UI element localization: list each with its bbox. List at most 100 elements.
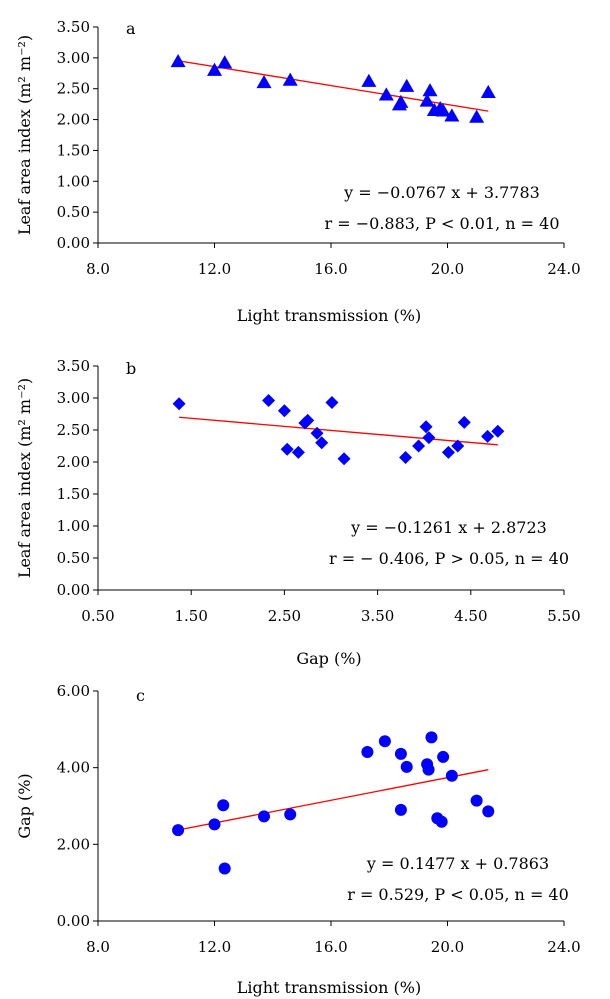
panel-b-data-point <box>337 452 351 466</box>
panel-b-data-point <box>262 394 276 408</box>
panel-b-regression-line <box>179 416 498 446</box>
panel-c-data-point <box>208 818 221 831</box>
panel-a-data-point <box>282 72 298 86</box>
panel-c-regression-line <box>177 769 489 831</box>
panel-b-y-axis-title: Leaf area index (m² m⁻²) <box>15 378 34 578</box>
panel-c-x-tick-label: 24.0 <box>547 938 580 956</box>
panel-b-y-tick-label: 3.00 <box>57 389 90 407</box>
panel-c-data-point <box>422 763 435 776</box>
panel-a-points <box>170 54 496 123</box>
panel-a-data-point <box>378 87 394 101</box>
panel-a-data-point <box>444 108 460 122</box>
panel-a-data-point <box>256 75 272 89</box>
panel-a-y-tick-label: 1.00 <box>57 172 90 190</box>
panel-b-y-tick-label: 1.50 <box>57 485 90 503</box>
panel-c-data-point <box>361 745 374 758</box>
panel-b-data-point <box>412 439 426 453</box>
panel-c-stats: r = 0.529, P < 0.05, n = 40 <box>347 885 569 904</box>
panel-a-y-tick-label: 3.50 <box>57 18 90 36</box>
panel-a-data-point <box>435 103 451 117</box>
panel-a-y-tick-label: 0.00 <box>57 234 90 252</box>
panel-a-data-point <box>361 73 377 87</box>
panel-c-y-axis-title: Gap (%) <box>15 773 34 838</box>
panel-a-chart: 0.00 0.50 1.00 1.50 2.00 2.50 3.00 3.50 8.0 12.0 1… <box>15 18 581 325</box>
panel-b-x-axis-title: Gap (%) <box>296 649 361 668</box>
panel-a-data-point <box>399 78 415 92</box>
panel-b-x-tick-label: 4.50 <box>454 607 487 625</box>
panel-a-data-point <box>217 55 233 69</box>
panel-b-data-point <box>280 442 294 456</box>
panel-b-y-tick-label: 0.00 <box>57 581 90 599</box>
panel-b-points <box>172 394 505 466</box>
panel-b-chart: 0.00 0.50 1.00 1.50 2.00 2.50 3.00 3.50 0.50 1.50… <box>15 357 581 668</box>
panel-c-data-point <box>470 794 483 807</box>
panel-b-y-tick-label: 0.50 <box>57 549 90 567</box>
panel-c-x-tick-label: 8.0 <box>86 938 110 956</box>
panel-b-data-point <box>451 439 465 453</box>
panel-b-data-point <box>301 413 315 427</box>
panel-a-x-tick-label: 8.0 <box>86 260 110 278</box>
panel-a-x-tick-label: 16.0 <box>314 260 347 278</box>
panel-a-data-point <box>469 109 485 123</box>
panel-b-x-tick-label: 3.50 <box>361 607 394 625</box>
panel-b-y-tick-label: 2.50 <box>57 421 90 439</box>
panel-b-data-point <box>172 397 186 411</box>
panel-a-label: a <box>126 19 136 38</box>
panel-a-x-tick-label: 20.0 <box>431 260 464 278</box>
panel-b-data-point <box>399 451 413 465</box>
panel-a-data-point <box>393 94 409 108</box>
panel-c-x-axis-title: Light transmission (%) <box>237 978 421 997</box>
panel-b-data-point <box>291 445 305 459</box>
panel-a-y-tick-label: 2.00 <box>57 111 90 129</box>
panel-a-data-point <box>480 84 496 99</box>
panel-b-data-point <box>457 415 471 429</box>
panel-a-x-tick-label: 24.0 <box>547 260 580 278</box>
panel-b-data-point <box>422 431 436 445</box>
panel-a-data-point <box>419 93 435 107</box>
panel-a-y-axis-title: Leaf area index (m² m⁻²) <box>15 35 34 235</box>
panel-a-data-point <box>207 62 222 76</box>
panel-b-x-tick-label: 0.50 <box>81 607 114 625</box>
panel-b-y-tick-label: 3.50 <box>57 357 90 375</box>
panel-b-x-tick-label: 1.50 <box>174 607 207 625</box>
panel-a-data-point <box>170 54 186 68</box>
panel-c-data-point <box>394 747 407 760</box>
panel-a-y-tick-label: 1.50 <box>57 141 90 159</box>
panel-c-data-point <box>378 735 391 748</box>
panel-c-data-point <box>258 810 271 823</box>
panel-a-data-point <box>422 83 438 97</box>
panel-b-data-point <box>310 426 324 440</box>
panel-b-data-point <box>277 404 291 418</box>
panel-c-equation: y = 0.1477 x + 0.7863 <box>366 854 549 873</box>
panel-c-chart: 0.00 2.00 4.00 6.00 8.0 12.0 16.0 20.0 24.0 Light… <box>15 682 581 997</box>
panel-c-data-point <box>284 808 297 821</box>
panel-c-data-point <box>435 815 448 828</box>
panel-b-y-tick-label: 1.00 <box>57 517 90 535</box>
panel-c-x-tick-label: 12.0 <box>198 938 231 956</box>
panel-a-x-tick-label: 12.0 <box>198 260 231 278</box>
panel-a-y-tick-label: 3.00 <box>57 49 90 67</box>
panel-b-data-point <box>491 424 505 438</box>
panel-c-label: c <box>136 686 145 705</box>
panel-c-data-point <box>218 862 231 875</box>
panel-a-x-axis-title: Light transmission (%) <box>237 306 421 325</box>
panel-c-data-point <box>437 750 450 763</box>
panel-b-label: b <box>126 359 136 378</box>
panel-b-equation: y = −0.1261 x + 2.8723 <box>350 518 547 537</box>
panel-b-data-point <box>325 395 339 409</box>
panel-b-data-point <box>441 445 455 459</box>
panel-a-stats: r = −0.883, P < 0.01, n = 40 <box>325 214 560 233</box>
panel-a-equation: y = −0.0767 x + 3.7783 <box>343 183 540 202</box>
panel-c-data-point <box>482 805 495 818</box>
panel-c-x-tick-label: 16.0 <box>314 938 347 956</box>
panel-c-data-point <box>394 803 407 816</box>
panel-b-stats: r = − 0.406, P > 0.05, n = 40 <box>329 549 569 568</box>
panel-c-data-point <box>217 799 230 812</box>
panel-a-regression-line <box>177 60 489 112</box>
panel-b-data-point <box>481 429 495 443</box>
panel-c-points <box>172 731 495 875</box>
panel-c-data-point <box>400 760 413 773</box>
panel-c-y-tick-label: 0.00 <box>57 912 90 930</box>
panel-c-x-tick-label: 20.0 <box>431 938 464 956</box>
